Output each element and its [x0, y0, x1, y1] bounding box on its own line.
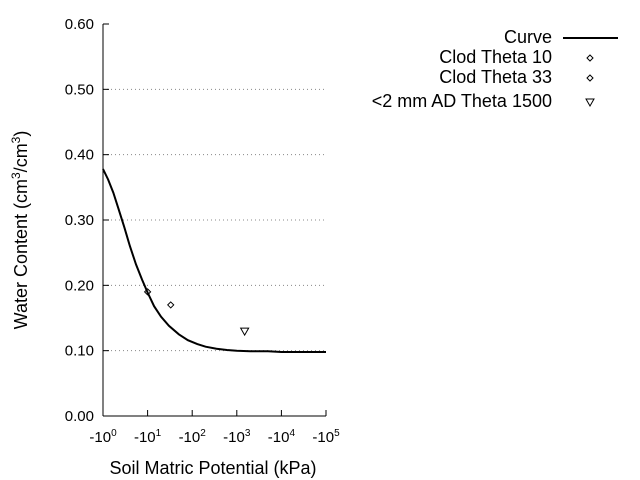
curve-line — [102, 168, 326, 353]
legend-label: <2 mm AD Theta 1500 — [372, 91, 552, 111]
x-tick-label: -100 — [89, 428, 117, 446]
legend-marker — [586, 54, 594, 62]
y-tick-label: 0.20 — [65, 277, 94, 294]
y-tick-label: 0.50 — [65, 81, 94, 98]
data-point — [143, 288, 152, 296]
y-tick-label: 0.10 — [65, 343, 94, 360]
y-tick-label: 0.60 — [65, 16, 94, 33]
y-tick-label: 0.40 — [65, 147, 94, 164]
x-tick-label: -105 — [312, 428, 340, 446]
x-axis: -100 -101 -102 -103 -104 -105 — [89, 410, 340, 446]
x-tick-label: -102 — [179, 428, 207, 446]
y-axis: 0.00 0.10 0.20 0.30 0.40 0.50 0.60 — [65, 16, 109, 425]
data-point — [239, 327, 250, 337]
gridlines — [103, 88, 326, 352]
legend-marker — [585, 98, 595, 108]
series — [102, 168, 326, 353]
y-tick-label: 0.30 — [65, 212, 94, 229]
x-tick-label: -104 — [268, 428, 296, 446]
x-tick-label: -101 — [134, 428, 162, 446]
x-tick-label: -103 — [223, 428, 251, 446]
y-axis-title: Water Content (cm3/cm3) — [9, 131, 31, 330]
plot-frame — [102, 24, 326, 417]
legend-marker — [586, 74, 594, 82]
data-point — [167, 301, 175, 309]
legend-label: Clod Theta 10 — [439, 47, 552, 67]
x-axis-title: Soil Matric Potential (kPa) — [109, 458, 316, 478]
legend-label: Clod Theta 33 — [439, 67, 552, 87]
legend-label: Curve — [504, 27, 552, 47]
y-tick-label: 0.00 — [65, 408, 94, 425]
